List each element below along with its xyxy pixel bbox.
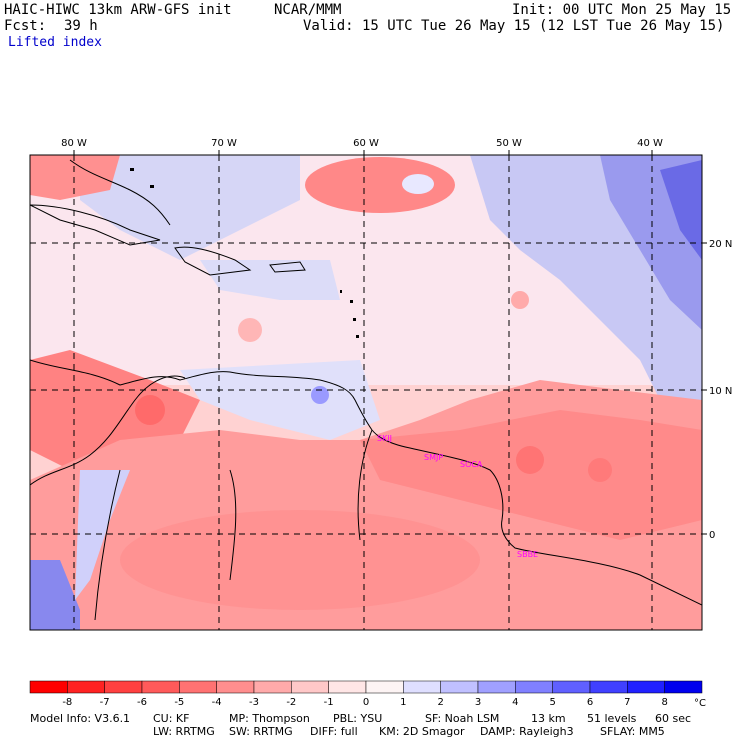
colorbar-swatch	[477, 680, 516, 694]
colorbar-swatch	[216, 680, 255, 694]
footer-sflay: SFLAY: MM5	[600, 725, 665, 738]
station-soca: SOCA	[460, 460, 483, 469]
colorbar-label: -5	[174, 697, 184, 708]
map-frame	[29, 154, 703, 631]
footer-km: KM: 2D Smagor	[379, 725, 465, 738]
footer-timestep: 60 sec	[655, 712, 692, 725]
map-field	[30, 155, 702, 630]
colorbar-label: -6	[137, 697, 147, 708]
colorbar-label: 5	[549, 697, 555, 708]
colorbar-swatch	[403, 680, 441, 694]
station-skij: SKIJ	[377, 434, 392, 443]
field-name: Lifted index	[8, 35, 102, 50]
colorbar-label: 3	[475, 697, 481, 708]
footer-damp: DAMP: Rayleigh3	[480, 725, 574, 738]
colorbar-swatch	[440, 680, 479, 694]
colorbar-label: -8	[62, 697, 72, 708]
footer-mp: MP: Thompson	[229, 712, 310, 725]
colorbar-swatch	[104, 680, 143, 694]
lon-label-80w: 80 W	[61, 138, 87, 149]
colorbar-swatch	[552, 680, 591, 694]
footer-sf: SF: Noah LSM	[425, 712, 500, 725]
lon-label-50w: 50 W	[496, 138, 522, 149]
colorbar-label: -7	[100, 697, 110, 708]
footer-lw: LW: RRTMG	[153, 725, 215, 738]
footer-sw: SW: RRTMG	[229, 725, 293, 738]
footer-model-info: Model Info: V3.6.1	[30, 712, 131, 725]
colorbar: -8 -7 -6 -5 -4 -3 -2 -1 0 1 2 3 4 5 6 7 8	[29, 680, 703, 708]
lat-lon-grid	[30, 155, 702, 630]
lon-label-60w: 60 W	[353, 138, 379, 149]
lon-label-70w: 70 W	[211, 138, 237, 149]
colorbar-swatch	[515, 680, 553, 694]
colorbar-label: -2	[286, 697, 296, 708]
footer-cu: CU: KF	[153, 712, 190, 725]
footer-pbl: PBL: YSU	[333, 712, 383, 725]
station-sbbe: SBBE	[517, 550, 538, 559]
colorbar-swatch	[179, 680, 217, 694]
colorbar-swatch	[67, 680, 105, 694]
colorbar-swatch	[291, 680, 329, 694]
org-label: NCAR/MMM	[274, 2, 342, 18]
footer-diff: DIFF: full	[310, 725, 358, 738]
lat-label-20n: 20 N	[709, 239, 732, 250]
colorbar-label: 1	[400, 697, 406, 708]
colorbar-swatch	[664, 680, 703, 694]
island-chain	[130, 168, 359, 338]
colorbar-swatch	[365, 680, 404, 694]
forecast-label: Fcst:	[4, 18, 47, 34]
footer-levels: 51 levels	[587, 712, 637, 725]
station-smjp: SMJP	[424, 453, 443, 462]
frame-ticks	[73, 150, 707, 535]
colorbar-swatch	[589, 680, 628, 694]
footer-resolution: 13 km	[531, 712, 566, 725]
valid-time: Valid: 15 UTC Tue 26 May 15 (12 LST Tue …	[303, 18, 725, 34]
colorbar-swatch	[253, 680, 292, 694]
colorbar-swatch	[328, 680, 367, 694]
colorbar-swatch	[627, 680, 665, 694]
colorbar-label: -4	[212, 697, 222, 708]
station-markers: SKIJ SMJP SOCA SBBE	[377, 434, 538, 559]
colorbar-label: 2	[437, 697, 443, 708]
colorbar-label: -1	[324, 697, 334, 708]
lat-label-10n: 10 N	[709, 386, 732, 397]
lat-label-0: 0	[709, 530, 715, 541]
colorbar-label: 7	[624, 697, 630, 708]
lon-label-40w: 40 W	[637, 138, 663, 149]
colorbar-label: -3	[249, 697, 259, 708]
colorbar-swatch	[29, 680, 68, 694]
colorbar-label: 0	[363, 697, 369, 708]
colorbar-label: 6	[587, 697, 593, 708]
colorbar-label: 4	[512, 697, 518, 708]
model-title: HAIC-HIWC 13km ARW-GFS init	[4, 2, 232, 18]
colorbar-label: 8	[661, 697, 667, 708]
colorbar-unit: °C	[694, 698, 706, 709]
init-time: Init: 00 UTC Mon 25 May 15	[512, 2, 732, 18]
forecast-hour: 39 h	[64, 18, 98, 34]
colorbar-swatch	[141, 680, 180, 694]
